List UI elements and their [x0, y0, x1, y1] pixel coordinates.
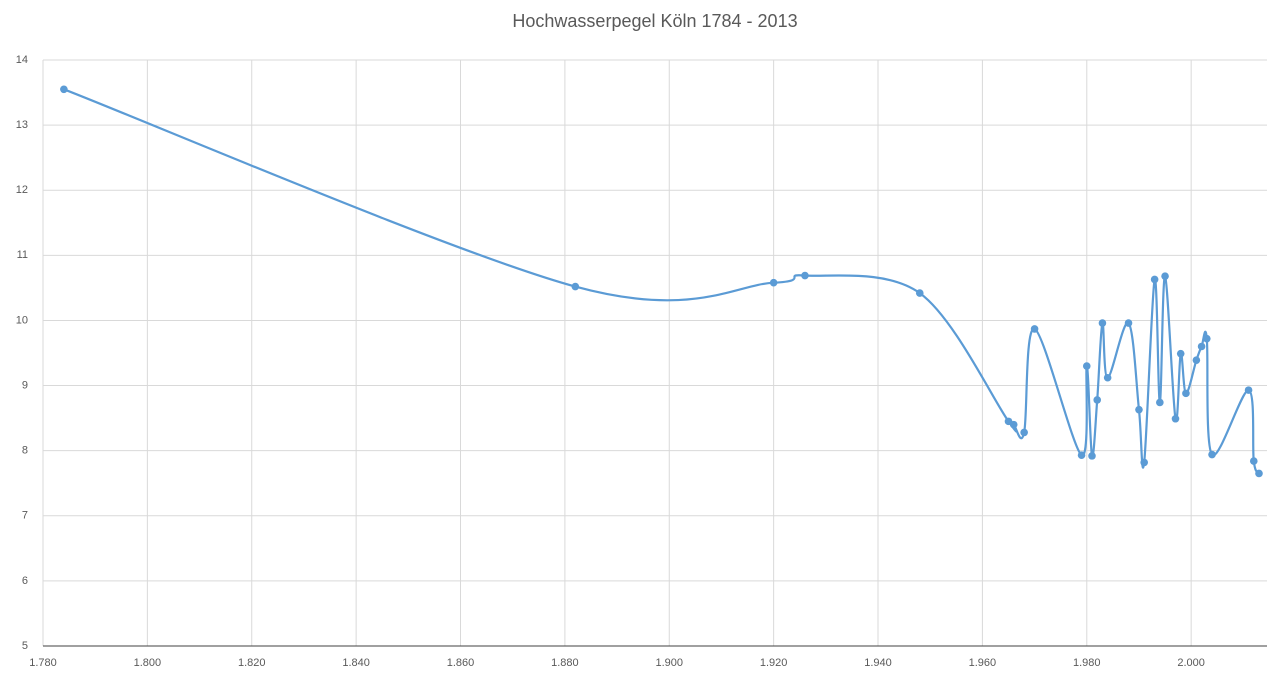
x-tick-label: 1.800	[134, 657, 162, 669]
data-point	[1088, 452, 1096, 460]
data-point	[1156, 398, 1164, 407]
data-point	[1161, 272, 1169, 280]
data-point	[1103, 373, 1112, 382]
x-tick-label: 1.920	[760, 657, 788, 669]
y-tick-label: 10	[16, 314, 28, 326]
data-point	[1098, 319, 1107, 327]
data-point	[1077, 451, 1086, 460]
data-point	[1150, 275, 1159, 284]
x-tick-label: 1.900	[656, 657, 684, 669]
x-tick-label: 1.820	[238, 657, 266, 669]
y-tick-label: 7	[22, 510, 28, 522]
x-tick-label: 1.880	[551, 657, 579, 669]
series-line	[63, 88, 1261, 475]
data-point	[1182, 389, 1190, 398]
x-tick-label: 2.000	[1177, 657, 1205, 669]
x-tick-label: 1.940	[864, 657, 892, 669]
data-point	[1009, 420, 1018, 429]
data-point	[1135, 405, 1143, 414]
data-point	[1192, 356, 1201, 364]
y-tick-label: 11	[17, 249, 28, 261]
data-point	[1171, 414, 1180, 423]
data-point	[1140, 458, 1148, 467]
data-point	[60, 85, 68, 94]
data-point	[1255, 469, 1263, 478]
y-tick-label: 14	[16, 54, 28, 66]
x-tick-label: 1.860	[447, 657, 475, 669]
data-point	[1093, 396, 1102, 404]
x-tick-label: 1.780	[29, 657, 57, 669]
y-tick-label: 5	[22, 640, 28, 652]
x-tick-label: 1.980	[1073, 657, 1101, 669]
data-point	[801, 271, 809, 280]
data-point	[1197, 342, 1206, 351]
data-point	[1082, 362, 1091, 370]
data-point	[915, 289, 924, 297]
y-tick-label: 12	[16, 184, 28, 196]
data-point	[571, 282, 580, 291]
data-point	[1124, 319, 1133, 327]
data-point	[1020, 428, 1028, 437]
x-tick-label: 1.840	[342, 657, 370, 669]
data-point	[1208, 450, 1216, 459]
data-point	[769, 278, 778, 287]
data-point	[1030, 325, 1039, 333]
y-tick-label: 9	[22, 379, 28, 391]
data-point	[1244, 386, 1253, 394]
y-tick-label: 6	[22, 575, 28, 587]
y-tick-label: 8	[22, 445, 28, 457]
x-tick-label: 1.960	[969, 657, 997, 669]
chart-title: Hochwasserpegel Köln 1784 - 2013	[512, 11, 797, 31]
data-point	[1176, 349, 1185, 358]
y-tick-label: 13	[16, 119, 28, 131]
data-point	[1203, 334, 1211, 343]
data-point	[1249, 457, 1258, 465]
